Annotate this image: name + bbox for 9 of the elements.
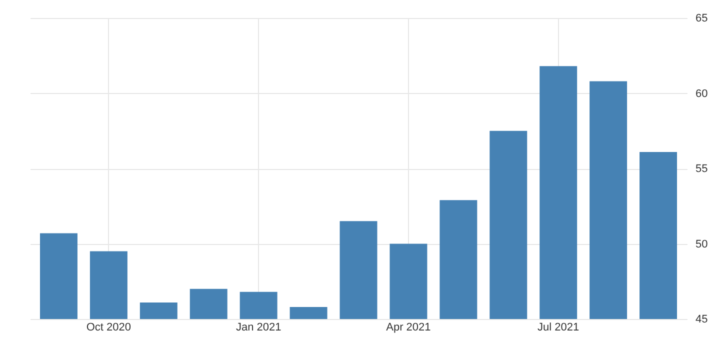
- y-tick-label: 55: [696, 163, 708, 175]
- y-tick-label: 45: [696, 314, 708, 326]
- y-tick-label: 60: [696, 88, 708, 100]
- x-tick-label: Oct 2020: [86, 322, 132, 334]
- x-tick-label: Jan 2021: [236, 322, 282, 334]
- x-tick-label: Jul 2021: [538, 322, 580, 334]
- y-tick-label: 50: [696, 238, 708, 250]
- x-tick-label: Apr 2021: [386, 322, 431, 334]
- y-tick-label: 65: [696, 12, 708, 24]
